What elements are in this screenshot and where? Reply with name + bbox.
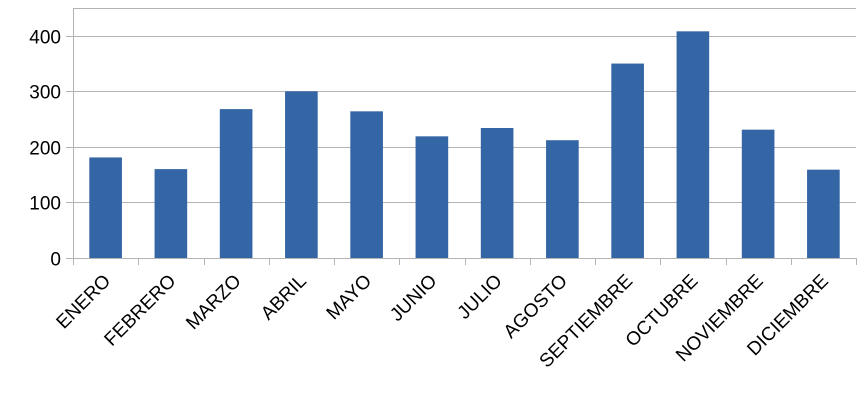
bar-septiembre (611, 63, 644, 259)
x-tick-label: ENERO (53, 271, 116, 334)
y-tick-label: 100 (29, 194, 61, 215)
bar-diciembre (807, 169, 840, 258)
x-tick-label: MAYO (323, 271, 376, 324)
bar-enero (89, 157, 122, 258)
y-tick-label: 300 (29, 83, 61, 104)
bar-febrero (154, 169, 188, 258)
bar-octubre (676, 31, 710, 258)
bar-marzo (219, 109, 253, 258)
bar-julio (480, 128, 514, 258)
bar-abril (285, 91, 318, 258)
x-tick-label: ABRIL (257, 271, 311, 325)
gridlines (73, 8, 856, 203)
x-tick-label: FEBRERO (101, 271, 181, 351)
y-tick-label: 0 (50, 250, 61, 271)
bar-junio (415, 136, 449, 258)
x-tick-label: JUNIO (386, 271, 441, 326)
bar-noviembre (741, 129, 775, 258)
x-tick-label: JULIO (454, 271, 507, 324)
axes (66, 8, 857, 265)
bar-agosto (546, 140, 579, 258)
y-tick-label: 400 (29, 28, 61, 49)
bars (89, 31, 840, 259)
bar-mayo (350, 111, 383, 258)
y-tick-label: 200 (29, 139, 61, 160)
x-tick-label: MARZO (182, 271, 245, 334)
